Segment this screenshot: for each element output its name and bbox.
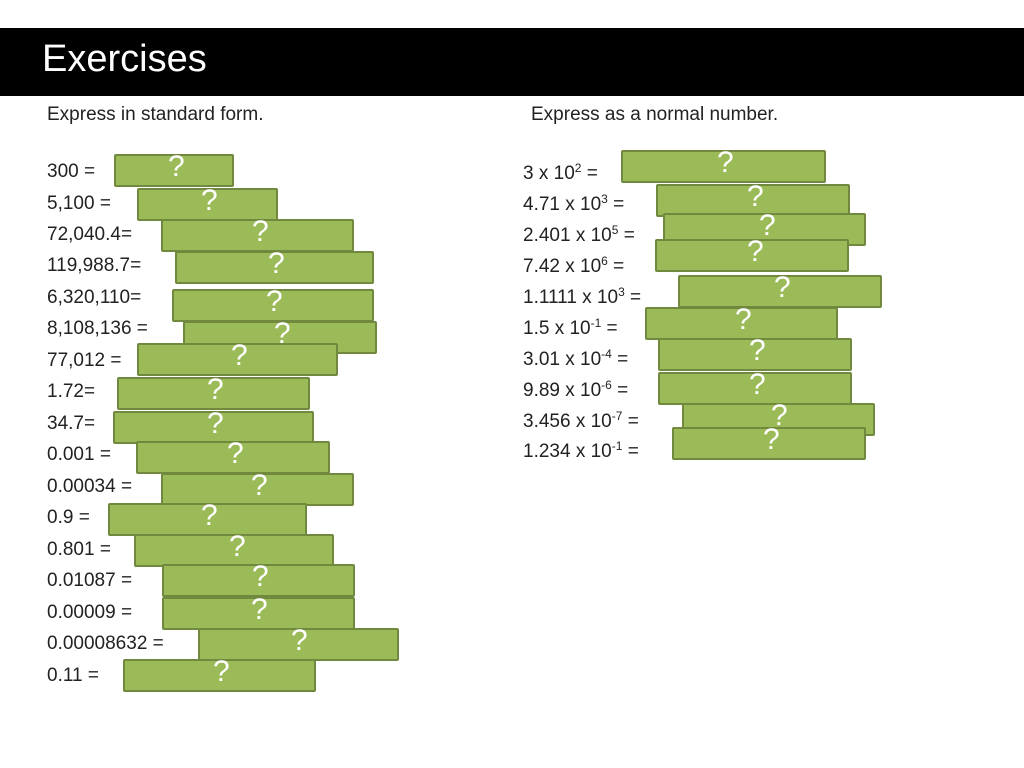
answer-placeholder: ?	[291, 624, 308, 657]
standard-form-question: 8,108,136 =	[47, 318, 148, 339]
right-heading: Express as a normal number.	[531, 104, 779, 125]
standard-form-question: 5,100 =	[47, 193, 111, 214]
answer-box[interactable]: ?	[137, 339, 338, 376]
answer-placeholder: ?	[268, 247, 285, 280]
standard-form-question: 1.72=	[47, 381, 96, 402]
answer-placeholder: ?	[227, 437, 244, 470]
answer-box[interactable]: ?	[198, 624, 399, 661]
answer-placeholder: ?	[229, 530, 246, 563]
answer-box[interactable]: ?	[621, 146, 826, 183]
standard-form-question: 0.9 =	[47, 507, 90, 528]
answer-box[interactable]: ?	[134, 530, 334, 567]
title-bar: Exercises	[0, 28, 1024, 96]
answer-box[interactable]: ?	[117, 373, 310, 410]
standard-form-question: 0.00034 =	[47, 476, 133, 497]
answer-box[interactable]: ?	[658, 368, 852, 405]
normal-number-question: 7.42 x 106 =	[523, 254, 625, 277]
answer-placeholder: ?	[251, 593, 268, 626]
normal-number-question: 9.89 x 10-6 =	[523, 378, 629, 401]
answer-placeholder: ?	[266, 285, 283, 318]
standard-form-question: 0.001 =	[47, 444, 111, 465]
normal-number-question: 4.71 x 103 =	[523, 192, 625, 215]
standard-form-question: 0.01087 =	[47, 570, 133, 591]
answer-box[interactable]: ?	[175, 247, 374, 284]
answer-placeholder: ?	[747, 180, 764, 213]
answer-placeholder: ?	[274, 317, 291, 350]
answer-box[interactable]: ?	[123, 655, 316, 692]
answer-placeholder: ?	[252, 215, 269, 248]
answer-placeholder: ?	[231, 339, 248, 372]
answer-box[interactable]: ?	[136, 437, 330, 474]
answer-box[interactable]: ?	[161, 469, 354, 506]
answer-box[interactable]: ?	[137, 184, 278, 221]
answer-placeholder: ?	[168, 150, 185, 183]
standard-form-question: 119,988.7=	[47, 255, 142, 276]
answer-box[interactable]: ?	[655, 235, 849, 272]
answer-box[interactable]: ?	[162, 593, 355, 630]
standard-form-question: 77,012 =	[47, 350, 122, 371]
answer-box[interactable]: ?	[645, 303, 838, 340]
answer-placeholder: ?	[207, 407, 224, 440]
normal-number-question: 3.01 x 10-4 =	[523, 347, 629, 370]
answer-placeholder: ?	[771, 399, 788, 432]
answer-placeholder: ?	[252, 560, 269, 593]
standard-form-question: 0.801 =	[47, 539, 111, 560]
normal-number-question: 3 x 102 =	[523, 161, 598, 184]
page-title: Exercises	[42, 38, 207, 80]
standard-form-question: 0.11 =	[47, 665, 99, 686]
standard-form-question: 72,040.4=	[47, 224, 133, 245]
answer-placeholder: ?	[749, 368, 766, 401]
answer-placeholder: ?	[763, 423, 780, 456]
answer-placeholder: ?	[207, 373, 224, 406]
answer-placeholder: ?	[717, 146, 734, 179]
answer-box[interactable]: ?	[161, 215, 354, 252]
standard-form-question: 300 =	[47, 161, 96, 182]
answer-box[interactable]: ?	[656, 180, 850, 217]
answer-box[interactable]: ?	[108, 499, 307, 536]
answer-box[interactable]: ?	[113, 407, 314, 444]
left-heading: Express in standard form.	[47, 104, 264, 125]
answer-placeholder: ?	[251, 469, 268, 502]
answer-box[interactable]: ?	[162, 560, 355, 597]
normal-number-question: 3.456 x 10-7 =	[523, 409, 639, 432]
answer-placeholder: ?	[213, 655, 230, 688]
standard-form-question: 6,320,110=	[47, 287, 142, 308]
answer-placeholder: ?	[201, 499, 218, 532]
standard-form-question: 0.00009 =	[47, 602, 133, 623]
normal-number-question: 1.1111 x 103 =	[523, 285, 642, 308]
standard-form-question: 0.00008632 =	[47, 633, 164, 654]
answer-placeholder: ?	[774, 271, 791, 304]
answer-placeholder: ?	[749, 334, 766, 367]
normal-number-question: 1.5 x 10-1 =	[523, 316, 618, 339]
answer-placeholder: ?	[759, 209, 776, 242]
answer-box[interactable]: ?	[172, 285, 374, 322]
answer-placeholder: ?	[735, 303, 752, 336]
answer-box[interactable]: ?	[678, 271, 882, 308]
answer-box[interactable]: ?	[114, 150, 234, 187]
normal-number-question: 2.401 x 105 =	[523, 223, 635, 246]
normal-number-question: 1.234 x 10-1 =	[523, 439, 639, 462]
answer-box[interactable]: ?	[672, 423, 866, 460]
answer-box[interactable]: ?	[658, 334, 852, 371]
answer-placeholder: ?	[201, 184, 218, 217]
standard-form-question: 34.7=	[47, 413, 96, 434]
answer-placeholder: ?	[747, 235, 764, 268]
